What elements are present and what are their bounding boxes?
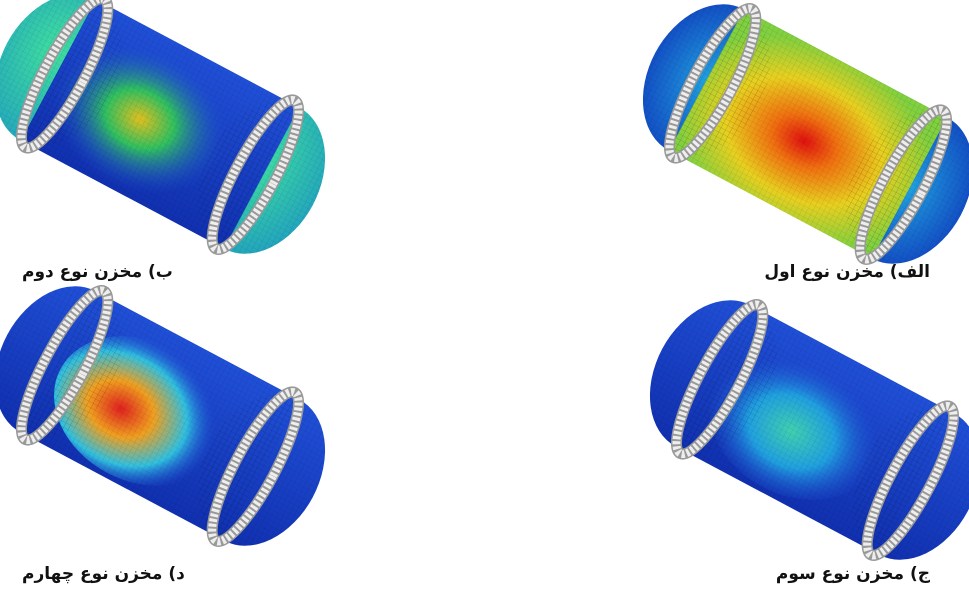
ring (672, 300, 767, 459)
ring (665, 4, 760, 163)
tank (642, 3, 969, 265)
caption: ب) مخزن نوع دوم (22, 262, 173, 282)
caption: الف) مخزن نوع اول (764, 262, 930, 282)
tank (649, 299, 969, 561)
ring (208, 95, 303, 254)
ring (208, 387, 303, 546)
ring (863, 401, 958, 560)
caption: د) مخزن نوع چهارم (22, 564, 185, 584)
ring (17, 286, 112, 445)
tank (0, 285, 326, 547)
caption: ج) مخزن نوع سوم (775, 564, 930, 584)
ring (856, 105, 951, 264)
ring (17, 0, 112, 153)
tank (0, 0, 326, 255)
